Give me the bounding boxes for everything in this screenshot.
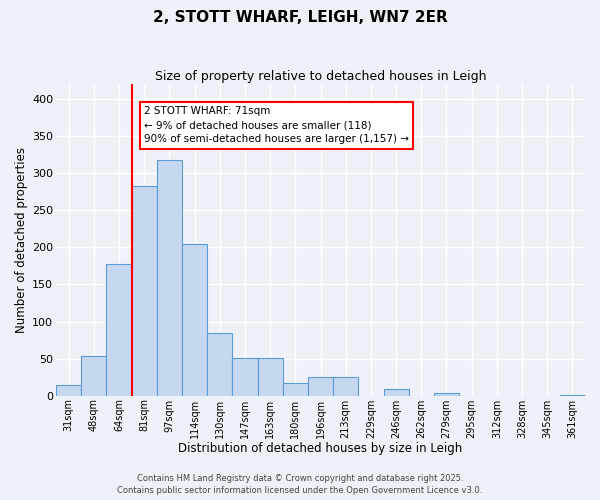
Y-axis label: Number of detached properties: Number of detached properties <box>15 147 28 333</box>
Text: Contains HM Land Registry data © Crown copyright and database right 2025.
Contai: Contains HM Land Registry data © Crown c… <box>118 474 482 495</box>
Bar <box>56 386 81 396</box>
Bar <box>81 356 106 396</box>
Bar <box>383 389 409 396</box>
Bar <box>232 358 257 396</box>
Bar <box>207 334 232 396</box>
Bar <box>106 264 131 396</box>
Bar <box>157 160 182 396</box>
Bar <box>333 377 358 396</box>
Bar <box>182 244 207 396</box>
Bar <box>434 392 459 396</box>
Title: Size of property relative to detached houses in Leigh: Size of property relative to detached ho… <box>155 70 486 83</box>
X-axis label: Distribution of detached houses by size in Leigh: Distribution of detached houses by size … <box>178 442 463 455</box>
Text: 2, STOTT WHARF, LEIGH, WN7 2ER: 2, STOTT WHARF, LEIGH, WN7 2ER <box>152 10 448 25</box>
Bar <box>283 383 308 396</box>
Bar <box>560 395 585 396</box>
Bar <box>308 377 333 396</box>
Bar <box>257 358 283 396</box>
Text: 2 STOTT WHARF: 71sqm
← 9% of detached houses are smaller (118)
90% of semi-detac: 2 STOTT WHARF: 71sqm ← 9% of detached ho… <box>144 106 409 144</box>
Bar <box>131 186 157 396</box>
